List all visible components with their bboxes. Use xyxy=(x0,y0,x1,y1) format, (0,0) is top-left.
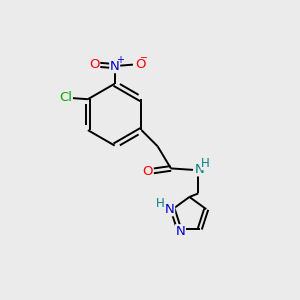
Text: O: O xyxy=(135,58,146,70)
Text: H: H xyxy=(156,197,165,210)
Text: O: O xyxy=(143,165,153,178)
Text: −: − xyxy=(140,53,148,63)
Text: +: + xyxy=(116,55,124,64)
Text: N: N xyxy=(165,203,175,216)
Text: O: O xyxy=(89,58,100,70)
Text: N: N xyxy=(176,225,185,238)
Text: Cl: Cl xyxy=(59,91,72,103)
Text: N: N xyxy=(110,60,119,73)
Text: N: N xyxy=(194,163,204,176)
Text: H: H xyxy=(201,157,210,170)
